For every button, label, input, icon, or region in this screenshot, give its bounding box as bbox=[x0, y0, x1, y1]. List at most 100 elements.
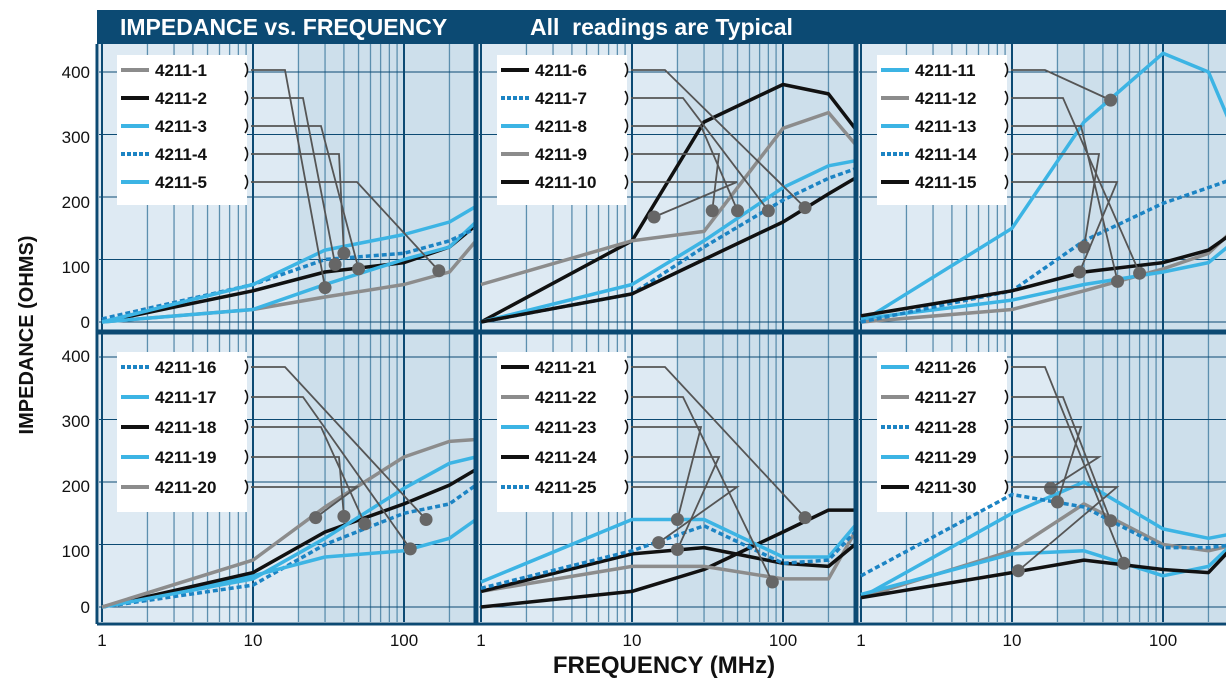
x-tick-label: 1 bbox=[97, 631, 106, 650]
series-marker bbox=[761, 204, 775, 218]
series-marker bbox=[432, 264, 446, 278]
series-line bbox=[101, 518, 478, 609]
x-tick-label: 10 bbox=[1003, 631, 1022, 650]
legend-label: 4211-10 bbox=[535, 173, 596, 192]
legend-bracket bbox=[624, 90, 629, 106]
series-marker bbox=[419, 513, 433, 526]
legend-bracket bbox=[1004, 449, 1009, 465]
leader-line bbox=[1011, 366, 1125, 564]
leader-line bbox=[1011, 426, 1083, 503]
series-line bbox=[480, 517, 857, 584]
leader-line bbox=[631, 486, 740, 544]
legend-label: 4211-24 bbox=[535, 448, 597, 467]
legend-bracket bbox=[624, 389, 629, 405]
series-marker bbox=[358, 517, 372, 531]
legend-box bbox=[497, 352, 627, 512]
leader-line bbox=[1011, 69, 1112, 101]
leader-line bbox=[251, 153, 345, 254]
legend-bracket bbox=[244, 118, 249, 134]
series-marker bbox=[670, 513, 684, 526]
legend-bracket bbox=[244, 146, 249, 162]
legend-label: 4211-13 bbox=[915, 117, 976, 136]
leader-line bbox=[1011, 456, 1103, 490]
legend-bracket bbox=[624, 62, 629, 78]
legend-label: 4211-5 bbox=[155, 173, 207, 192]
legend-bracket bbox=[624, 359, 629, 375]
legend-label: 4211-26 bbox=[915, 358, 976, 377]
series-marker bbox=[318, 281, 332, 295]
series-marker bbox=[1011, 564, 1025, 578]
series-line bbox=[101, 220, 478, 324]
legend-label: 4211-28 bbox=[915, 418, 976, 437]
legend-label: 4211-19 bbox=[155, 448, 216, 467]
legend-label: 4211-11 bbox=[915, 61, 976, 80]
series-marker bbox=[1044, 481, 1058, 495]
legend-bracket bbox=[1004, 62, 1009, 78]
chart-panel: 4211-11 4211-12 4211-13 4211-14 4211-15 bbox=[859, 44, 1226, 330]
series-line bbox=[480, 531, 857, 594]
y-tick-label: 300 bbox=[62, 412, 90, 431]
legend-bracket bbox=[244, 62, 249, 78]
series-line bbox=[101, 483, 478, 609]
legend-label: 4211-25 bbox=[535, 478, 596, 497]
chart-panel: 4211-16 4211-17 4211-18 4211-19 4211-20 bbox=[99, 334, 478, 622]
y-tick-label: 100 bbox=[62, 258, 90, 277]
leader-line bbox=[251, 396, 411, 550]
x-axis-label: FREQUENCY (MHz) bbox=[553, 652, 775, 679]
plot-background-dense bbox=[677, 334, 856, 622]
legend-bracket bbox=[244, 359, 249, 375]
y-tick-label: 300 bbox=[62, 128, 90, 147]
legend-bracket bbox=[624, 419, 629, 435]
legend-label: 4211-30 bbox=[915, 478, 976, 497]
legend-bracket bbox=[1004, 389, 1009, 405]
legend-bracket bbox=[624, 479, 629, 495]
x-tick-label: 10 bbox=[244, 631, 263, 650]
legend-label: 4211-18 bbox=[155, 418, 216, 437]
panels-layer: 4211-14211-24211-34211-44211-54211-64211… bbox=[99, 44, 1226, 622]
legend-label: 4211-3 bbox=[155, 117, 207, 136]
legend-label: 4211-2 bbox=[155, 89, 207, 108]
leader-line bbox=[251, 486, 360, 519]
y-tick-label: 0 bbox=[81, 598, 90, 617]
leader-line bbox=[1011, 396, 1112, 522]
legend-bracket bbox=[1004, 479, 1009, 495]
legend-bracket bbox=[244, 419, 249, 435]
leader-line bbox=[1011, 97, 1141, 274]
x-tick-label: 10 bbox=[623, 631, 642, 650]
legend-bracket bbox=[244, 90, 249, 106]
series-marker bbox=[352, 262, 366, 276]
leader-line bbox=[1011, 125, 1119, 282]
x-tick-label: 100 bbox=[1149, 631, 1177, 650]
series-marker bbox=[1104, 93, 1118, 107]
legend-bracket bbox=[624, 449, 629, 465]
x-tick-label: 100 bbox=[769, 631, 797, 650]
series-marker bbox=[1050, 495, 1064, 509]
chart-panel: 4211-6 4211-7 4211-8 4211-9 4211-10 bbox=[479, 44, 857, 330]
series-line bbox=[860, 492, 1226, 578]
y-tick-label: 0 bbox=[81, 313, 90, 332]
x-tick-label: 1 bbox=[856, 631, 865, 650]
legend-bracket bbox=[244, 479, 249, 495]
legend-label: 4211-23 bbox=[535, 418, 596, 437]
series-marker bbox=[1104, 514, 1118, 528]
y-tick-label: 400 bbox=[62, 347, 90, 366]
series-marker bbox=[337, 246, 351, 260]
legend-label: 4211-9 bbox=[535, 145, 587, 164]
series-marker bbox=[1111, 274, 1125, 288]
series-marker bbox=[1133, 266, 1147, 280]
header-bar bbox=[97, 10, 1226, 44]
legend-bracket bbox=[244, 389, 249, 405]
legend-bracket bbox=[244, 449, 249, 465]
legend-bracket bbox=[624, 118, 629, 134]
leader-line bbox=[631, 97, 770, 212]
series-marker bbox=[1073, 265, 1087, 279]
chart-panel: 4211-26 4211-27 4211-28 4211-29 4211-30 bbox=[859, 334, 1226, 622]
legend-label: 4211-21 bbox=[535, 358, 596, 377]
y-tick-label: 400 bbox=[62, 63, 90, 82]
series-marker bbox=[1117, 556, 1131, 570]
y-axis-label: IMPEDANCE (OHMS) bbox=[16, 236, 38, 435]
leader-line bbox=[1011, 153, 1101, 248]
legend-bracket bbox=[1004, 174, 1009, 190]
leader-line bbox=[631, 396, 774, 583]
